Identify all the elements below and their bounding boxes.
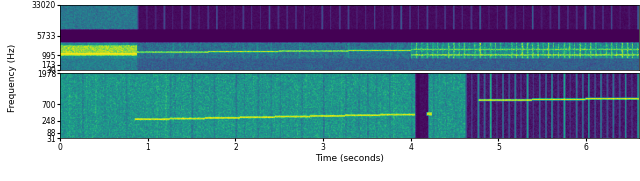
X-axis label: Time (seconds): Time (seconds) [315, 154, 384, 163]
Text: Frequency (Hz): Frequency (Hz) [8, 44, 17, 112]
